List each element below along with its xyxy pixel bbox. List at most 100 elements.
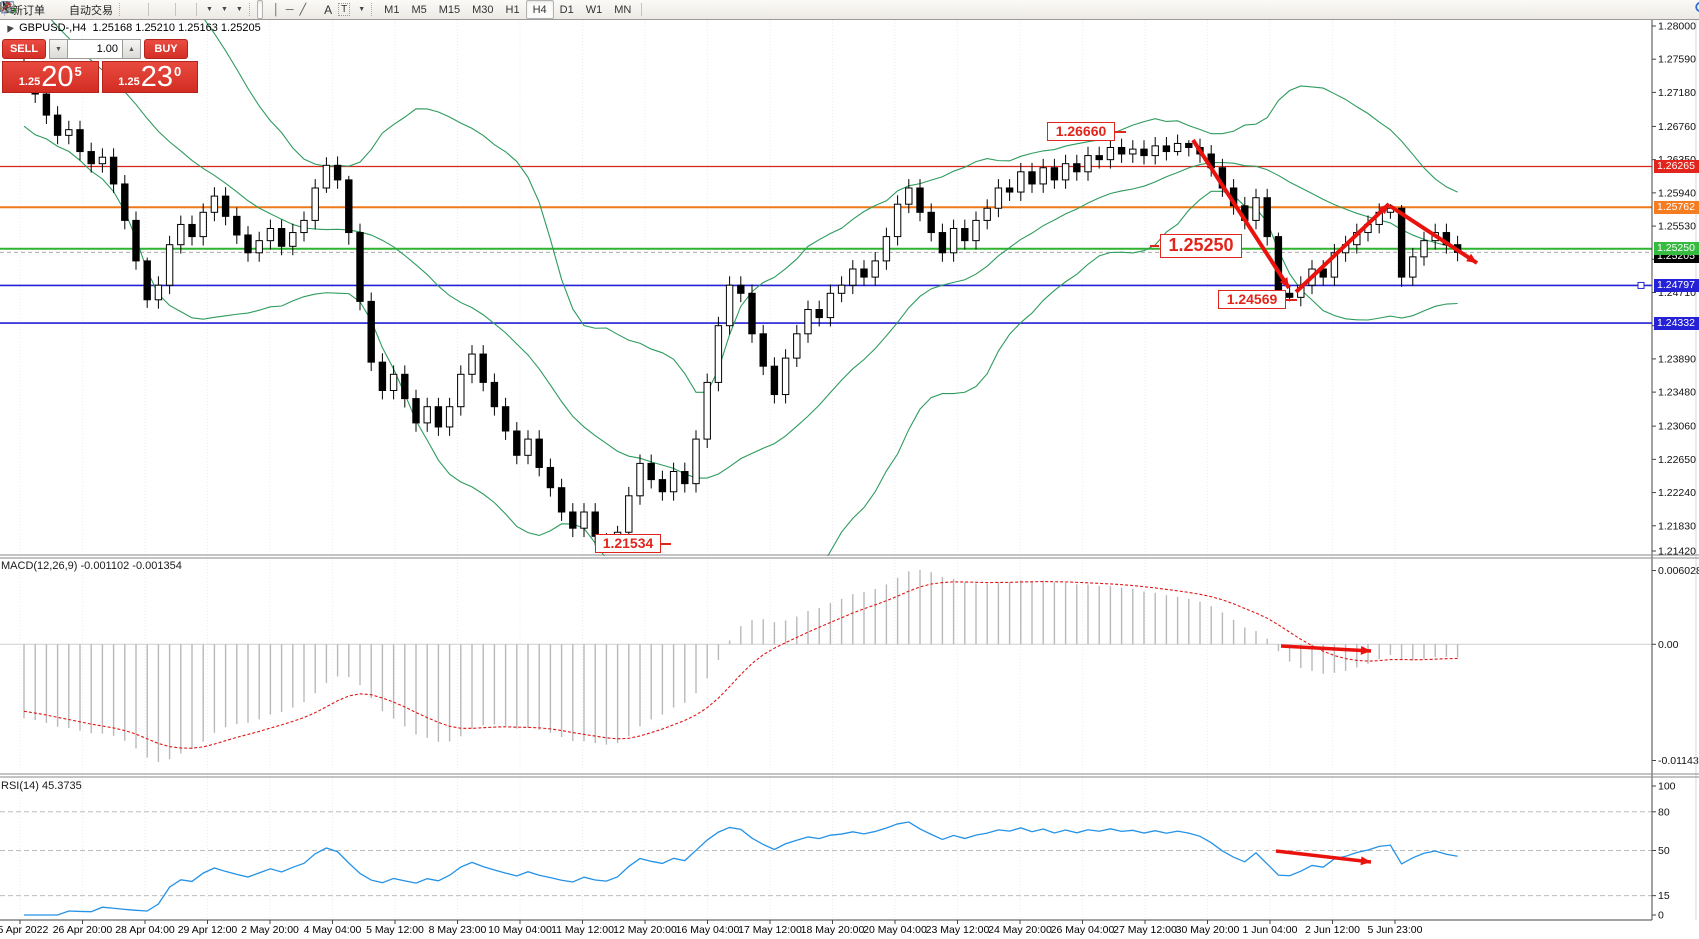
chevron-down-icon: ▼	[358, 6, 366, 13]
tf-m30-button[interactable]: M30	[472, 3, 494, 16]
svg-text:2 May 20:00: 2 May 20:00	[241, 924, 299, 936]
auto-scroll-button[interactable]	[3, 1, 185, 18]
axis-price-label: 1.24797	[1654, 278, 1699, 292]
sell-price-tile[interactable]: 1.25 20 5	[2, 61, 99, 93]
toolbar-grip	[371, 3, 375, 16]
svg-text:0: 0	[1658, 910, 1664, 922]
rsi-pane[interactable]	[0, 811, 1652, 916]
volume-decrease-button[interactable]: ▼	[49, 39, 68, 59]
svg-text:25 Apr 2022: 25 Apr 2022	[0, 924, 48, 936]
svg-text:8 May 23:00: 8 May 23:00	[429, 924, 487, 936]
price-axis[interactable]: 1.280001.275901.271801.267601.263501.259…	[1652, 21, 1699, 922]
trend-arrow[interactable]	[1280, 644, 1372, 653]
tf-d1-button[interactable]: D1	[559, 3, 574, 16]
svg-text:4 May 04:00: 4 May 04:00	[304, 924, 362, 936]
trend-arrow[interactable]	[1388, 204, 1479, 265]
tf-m15-button[interactable]: M15	[438, 3, 461, 16]
autotrade-label: 自动交易	[69, 4, 113, 17]
svg-text:1.23480: 1.23480	[1658, 387, 1696, 399]
bollinger-band	[203, 19, 1458, 393]
price-annotation[interactable]: 1.24569	[1218, 290, 1286, 309]
macd-pane[interactable]	[0, 570, 1652, 762]
arrowhead-icon	[1360, 645, 1371, 655]
rsi-line	[24, 821, 1458, 916]
svg-text:10 May 04:00: 10 May 04:00	[488, 924, 552, 936]
svg-text:0.00: 0.00	[1658, 639, 1679, 651]
bid-price-big: 20	[41, 60, 74, 93]
text-tool-button[interactable]: A	[322, 1, 334, 18]
axis-price-label: 1.24332	[1654, 316, 1699, 330]
svg-text:1.28000: 1.28000	[1658, 21, 1696, 33]
price-annotation[interactable]: 1.26660	[1047, 122, 1115, 141]
price-annotation[interactable]: 1.21534	[595, 534, 661, 553]
price-annotation[interactable]: 1.25250	[1160, 234, 1242, 258]
market-button[interactable]	[0, 1, 59, 18]
line-chart-button[interactable]	[0, 1, 143, 18]
bar-chart-button[interactable]	[2, 1, 131, 18]
horizontal-line-tool-button[interactable]: ─	[284, 1, 296, 18]
chart-shift-button[interactable]	[2, 1, 191, 18]
tf-h1-button[interactable]: H1	[505, 3, 520, 16]
macd-label: MACD(12,26,9) -0.001102 -0.001354	[1, 560, 182, 572]
one-click-trade-panel: SELL ▼ ▲ BUY 1.25 20 5 1.25 23 0	[2, 39, 198, 93]
main-chart-pane[interactable]	[0, 0, 1652, 615]
svg-text:5 May 12:00: 5 May 12:00	[366, 924, 424, 936]
chevron-down-icon: ▼	[206, 6, 213, 13]
trend-arrow[interactable]	[1191, 138, 1291, 290]
svg-text:24 May 20:00: 24 May 20:00	[988, 924, 1052, 936]
autotrade-button[interactable]: 自动交易	[1, 1, 115, 18]
buy-button[interactable]: BUY	[144, 39, 188, 59]
toolbar-grip	[119, 3, 123, 16]
tf-w1-button[interactable]: W1	[585, 3, 603, 16]
horizontal-line-icon: ─	[285, 3, 294, 16]
search-button[interactable]	[1695, 1, 1699, 18]
buy-price-tile[interactable]: 1.25 23 0	[101, 61, 198, 93]
zoom-in-button[interactable]	[1, 1, 158, 18]
channel-tool-button[interactable]: E	[0, 1, 314, 18]
indicators-button[interactable]: ▼	[1, 1, 215, 18]
sell-button[interactable]: SELL	[2, 39, 46, 59]
zoom-out-button[interactable]	[1, 1, 164, 18]
separator	[148, 3, 149, 16]
hline-handle[interactable]	[1637, 281, 1645, 289]
crosshair-tool-button[interactable]	[1, 1, 269, 18]
svg-text:E: E	[10, 8, 15, 14]
svg-text:28 Apr 04:00: 28 Apr 04:00	[115, 924, 175, 936]
trend-arrow[interactable]	[1294, 202, 1391, 294]
cursor-tool-button[interactable]	[3, 0, 263, 19]
trend-arrow[interactable]	[1275, 849, 1372, 864]
text-label-tool-button[interactable]: T	[336, 1, 352, 18]
svg-text:1.23060: 1.23060	[1658, 421, 1696, 433]
tile-windows-button[interactable]	[1, 1, 170, 18]
profiles-button[interactable]	[0, 1, 53, 18]
svg-text:1.23890: 1.23890	[1658, 353, 1696, 365]
periods-button[interactable]: ▼	[1, 1, 230, 18]
signals-button[interactable]	[1, 1, 65, 18]
toolbar-grip	[248, 3, 253, 16]
svg-text:5 Jun 23:00: 5 Jun 23:00	[1368, 924, 1423, 936]
quote-low: 1.25163	[178, 22, 218, 34]
arrows-tool-button[interactable]: ▼	[1, 1, 367, 18]
macd-signal-line	[23, 581, 1458, 749]
volume-increase-button[interactable]: ▲	[122, 39, 141, 59]
rsi-label: RSI(14) 45.3735	[1, 780, 82, 792]
templates-button[interactable]: ▼	[1, 1, 245, 18]
tf-m1-button[interactable]: M1	[384, 3, 400, 16]
fibonacci-tool-button[interactable]: F	[1, 1, 320, 18]
chevron-down-icon: ▼	[220, 6, 228, 13]
candlestick-chart-button[interactable]	[1, 1, 137, 18]
tf-m5-button[interactable]: M5	[411, 3, 427, 16]
tf-mn-button[interactable]: MN	[614, 3, 632, 16]
volume-input[interactable]	[68, 39, 122, 59]
arrowhead-icon	[1279, 277, 1289, 288]
svg-text:1.25530: 1.25530	[1658, 221, 1696, 233]
svg-text:1.27590: 1.27590	[1658, 54, 1696, 66]
svg-text:1.27180: 1.27180	[1658, 87, 1696, 99]
svg-text:1.21420: 1.21420	[1658, 546, 1696, 558]
tf-h4-button[interactable]: H4	[525, 0, 554, 19]
trendline-tool-button[interactable]: ╱	[297, 1, 308, 18]
chevron-down-icon: ▼	[235, 6, 243, 13]
vertical-line-tool-button[interactable]: │	[271, 1, 282, 18]
